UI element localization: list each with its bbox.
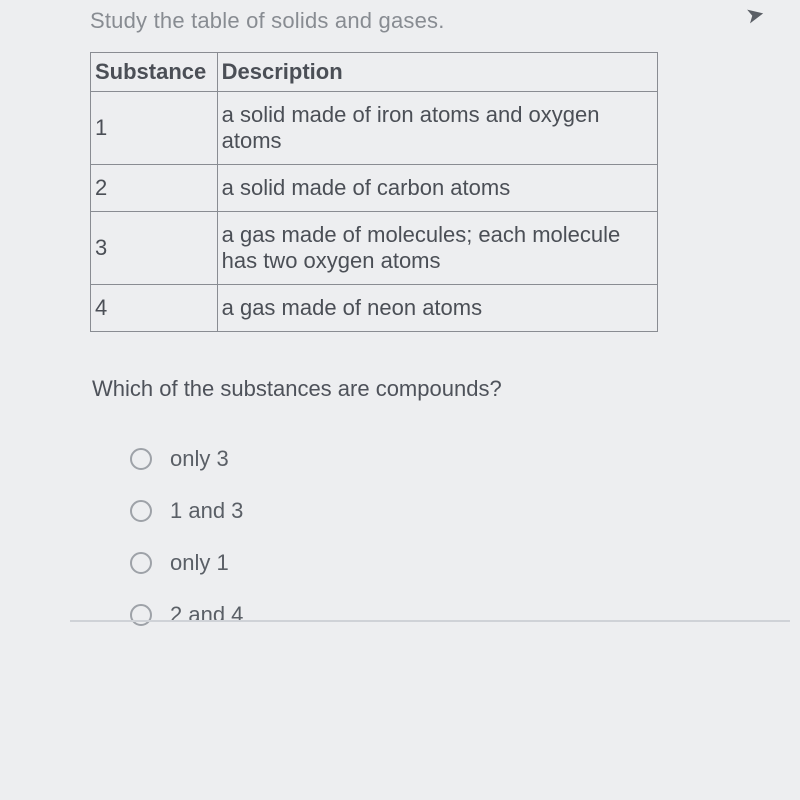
- cell-substance: 4: [91, 285, 218, 332]
- table-row: 3 a gas made of molecules; each molecule…: [91, 212, 658, 285]
- option-only-1[interactable]: only 1: [130, 550, 800, 576]
- question-text: Which of the substances are compounds?: [0, 332, 800, 402]
- option-label: 2 and 4: [170, 602, 243, 628]
- radio-icon[interactable]: [130, 604, 152, 626]
- cell-description: a solid made of iron atoms and oxygen at…: [217, 92, 657, 165]
- header-description: Description: [217, 53, 657, 92]
- substances-table: Substance Description 1 a solid made of …: [90, 52, 658, 332]
- cell-description: a gas made of molecules; each molecule h…: [217, 212, 657, 285]
- cell-substance: 2: [91, 165, 218, 212]
- table-row: 1 a solid made of iron atoms and oxygen …: [91, 92, 658, 165]
- radio-icon[interactable]: [130, 448, 152, 470]
- table-row: 2 a solid made of carbon atoms: [91, 165, 658, 212]
- cell-substance: 3: [91, 212, 218, 285]
- option-1-and-3[interactable]: 1 and 3: [130, 498, 800, 524]
- table-row: 4 a gas made of neon atoms: [91, 285, 658, 332]
- radio-icon[interactable]: [130, 500, 152, 522]
- cell-description: a solid made of carbon atoms: [217, 165, 657, 212]
- table-header-row: Substance Description: [91, 53, 658, 92]
- options-group: only 3 1 and 3 only 1 2 and 4: [0, 402, 800, 628]
- cell-substance: 1: [91, 92, 218, 165]
- header-substance: Substance: [91, 53, 218, 92]
- option-label: 1 and 3: [170, 498, 243, 524]
- option-label: only 3: [170, 446, 229, 472]
- quiz-page: ➤ Study the table of solids and gases. S…: [0, 0, 800, 628]
- option-label: only 1: [170, 550, 229, 576]
- option-2-and-4[interactable]: 2 and 4: [130, 602, 800, 628]
- divider-line: [70, 620, 790, 622]
- option-only-3[interactable]: only 3: [130, 446, 800, 472]
- radio-icon[interactable]: [130, 552, 152, 574]
- instruction-text: Study the table of solids and gases.: [0, 0, 800, 52]
- cell-description: a gas made of neon atoms: [217, 285, 657, 332]
